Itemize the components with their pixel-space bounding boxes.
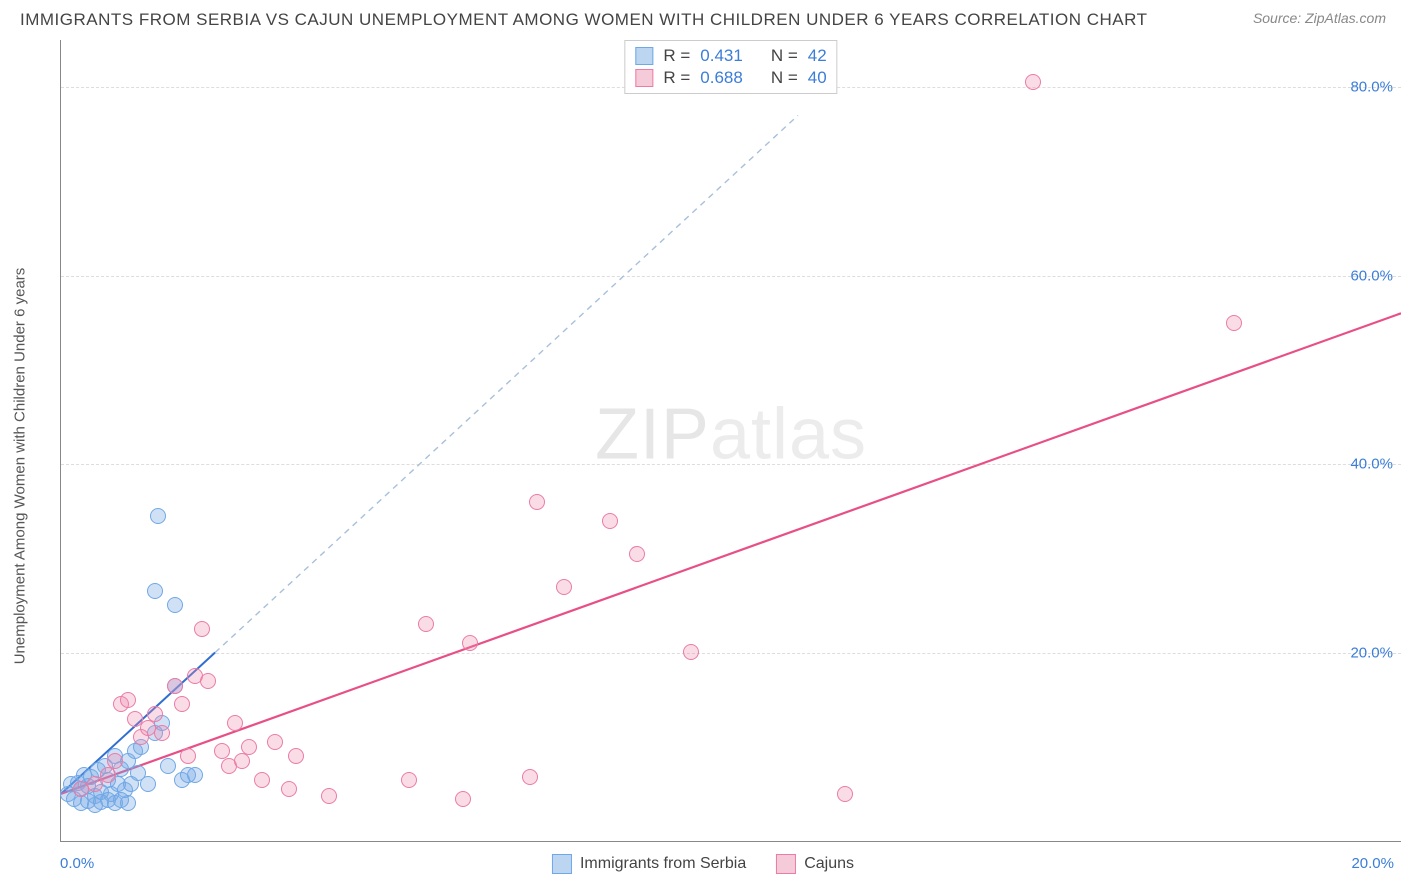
data-point [837,786,853,802]
data-point [140,776,156,792]
data-point [241,739,257,755]
data-point [174,696,190,712]
gridline [61,653,1401,654]
n-value-cajuns: 40 [808,68,827,88]
y-tick-label: 40.0% [1350,456,1393,473]
data-point [160,758,176,774]
r-label: R = [663,46,690,66]
data-point [254,772,270,788]
r-value-cajuns: 0.688 [700,68,743,88]
data-point [187,767,203,783]
data-point [462,635,478,651]
page-title: IMMIGRANTS FROM SERBIA VS CAJUN UNEMPLOY… [20,10,1147,30]
data-point [1226,315,1242,331]
source-citation: Source: ZipAtlas.com [1253,10,1386,26]
x-axis-max: 20.0% [1351,855,1394,872]
data-point [150,508,166,524]
data-point [227,715,243,731]
data-point [200,673,216,689]
data-point [683,644,699,660]
data-point [180,748,196,764]
n-value-serbia: 42 [808,46,827,66]
data-point [629,546,645,562]
data-point [120,692,136,708]
x-axis-origin: 0.0% [60,855,94,872]
data-point [321,788,337,804]
y-tick-label: 60.0% [1350,267,1393,284]
data-point [522,769,538,785]
data-point [602,513,618,529]
watermark-zip: ZIP [595,394,710,474]
legend-swatch-serbia [552,854,572,874]
watermark-atlas: atlas [710,394,867,474]
data-point [455,791,471,807]
data-point [167,678,183,694]
stats-row-cajuns: R = 0.688 N = 40 [635,67,826,89]
watermark: ZIPatlas [595,393,867,475]
legend-label-cajuns: Cajuns [804,855,854,873]
data-point [120,795,136,811]
gridline [61,464,1401,465]
header: IMMIGRANTS FROM SERBIA VS CAJUN UNEMPLOY… [0,0,1406,40]
bottom-legend: Immigrants from Serbia Cajuns [552,854,854,874]
data-point [281,781,297,797]
legend-swatch-cajuns [776,854,796,874]
trendlines-svg [61,40,1401,841]
y-tick-label: 20.0% [1350,644,1393,661]
n-label-2: N = [771,68,798,88]
data-point [1025,74,1041,90]
data-point [288,748,304,764]
r-value-serbia: 0.431 [700,46,743,66]
y-tick-label: 80.0% [1350,79,1393,96]
chart-container: Unemployment Among Women with Children U… [0,40,1406,892]
swatch-serbia [635,47,653,65]
plot-area: ZIPatlas R = 0.431 N = 42 R = 0.688 N = … [60,40,1401,842]
y-axis-label: Unemployment Among Women with Children U… [12,268,29,665]
data-point [556,579,572,595]
swatch-cajuns [635,69,653,87]
stats-legend: R = 0.431 N = 42 R = 0.688 N = 40 [624,40,837,94]
data-point [529,494,545,510]
data-point [100,767,116,783]
r-label-2: R = [663,68,690,88]
data-point [147,706,163,722]
data-point [267,734,283,750]
stats-row-serbia: R = 0.431 N = 42 [635,45,826,67]
gridline [61,276,1401,277]
data-point [167,597,183,613]
data-point [234,753,250,769]
data-point [418,616,434,632]
data-point [154,725,170,741]
data-point [107,753,123,769]
n-label: N = [771,46,798,66]
data-point [401,772,417,788]
data-point [194,621,210,637]
legend-label-serbia: Immigrants from Serbia [580,855,746,873]
data-point [147,583,163,599]
